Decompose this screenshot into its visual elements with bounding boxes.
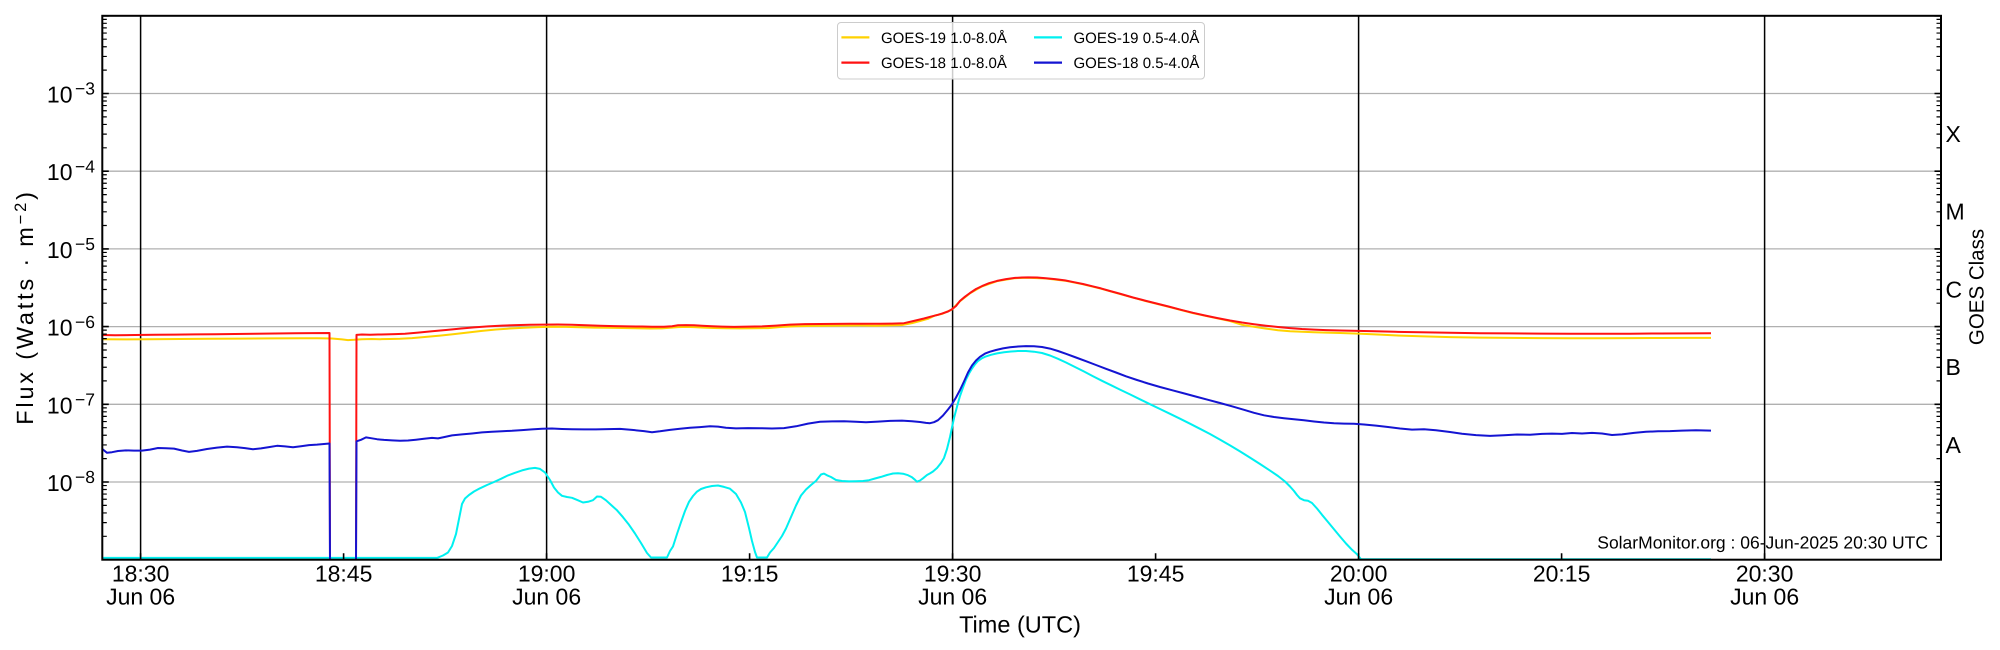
svg-text:20:00: 20:00 <box>1330 561 1388 587</box>
svg-text:B: B <box>1946 354 1961 380</box>
svg-text:Jun 06: Jun 06 <box>918 584 987 610</box>
svg-text:X: X <box>1946 121 1961 147</box>
svg-text:Jun 06: Jun 06 <box>1730 584 1799 610</box>
svg-text:−3: −3 <box>75 79 95 99</box>
svg-text:GOES Class: GOES Class <box>1966 229 1989 345</box>
svg-text:19:45: 19:45 <box>1127 561 1185 587</box>
svg-text:10: 10 <box>47 470 73 496</box>
svg-text:Jun 06: Jun 06 <box>1324 584 1393 610</box>
svg-text:−7: −7 <box>75 390 95 410</box>
svg-text:Jun 06: Jun 06 <box>512 584 581 610</box>
svg-text:Jun 06: Jun 06 <box>106 584 175 610</box>
svg-text:10: 10 <box>47 392 73 418</box>
svg-text:19:30: 19:30 <box>924 561 982 587</box>
svg-text:10: 10 <box>47 315 73 341</box>
svg-text:−6: −6 <box>75 312 95 332</box>
svg-text:M: M <box>1946 199 1965 225</box>
svg-text:C: C <box>1946 276 1963 302</box>
svg-text:−5: −5 <box>75 234 95 254</box>
svg-text:−4: −4 <box>75 156 95 176</box>
svg-text:20:15: 20:15 <box>1533 561 1591 587</box>
svg-text:19:00: 19:00 <box>518 561 576 587</box>
svg-text:18:45: 18:45 <box>315 561 373 587</box>
svg-text:10: 10 <box>47 159 73 185</box>
svg-text:−8: −8 <box>75 467 95 487</box>
svg-text:20:30: 20:30 <box>1736 561 1794 587</box>
svg-text:Flux (Watts · m−2): Flux (Watts · m−2) <box>12 189 38 424</box>
svg-text:10: 10 <box>47 237 73 263</box>
svg-text:GOES-19 1.0-8.0Å: GOES-19 1.0-8.0Å <box>881 29 1007 47</box>
svg-text:GOES-18 1.0-8.0Å: GOES-18 1.0-8.0Å <box>881 54 1007 72</box>
svg-text:Time (UTC): Time (UTC) <box>959 612 1081 638</box>
svg-text:19:15: 19:15 <box>721 561 779 587</box>
svg-text:10: 10 <box>47 82 73 108</box>
svg-text:SolarMonitor.org : 06-Jun-2025: SolarMonitor.org : 06-Jun-2025 20:30 UTC <box>1597 533 1928 553</box>
svg-text:18:30: 18:30 <box>112 561 170 587</box>
svg-text:GOES-18 0.5-4.0Å: GOES-18 0.5-4.0Å <box>1074 54 1200 72</box>
svg-text:A: A <box>1946 432 1962 458</box>
svg-text:GOES-19 0.5-4.0Å: GOES-19 0.5-4.0Å <box>1074 29 1200 47</box>
